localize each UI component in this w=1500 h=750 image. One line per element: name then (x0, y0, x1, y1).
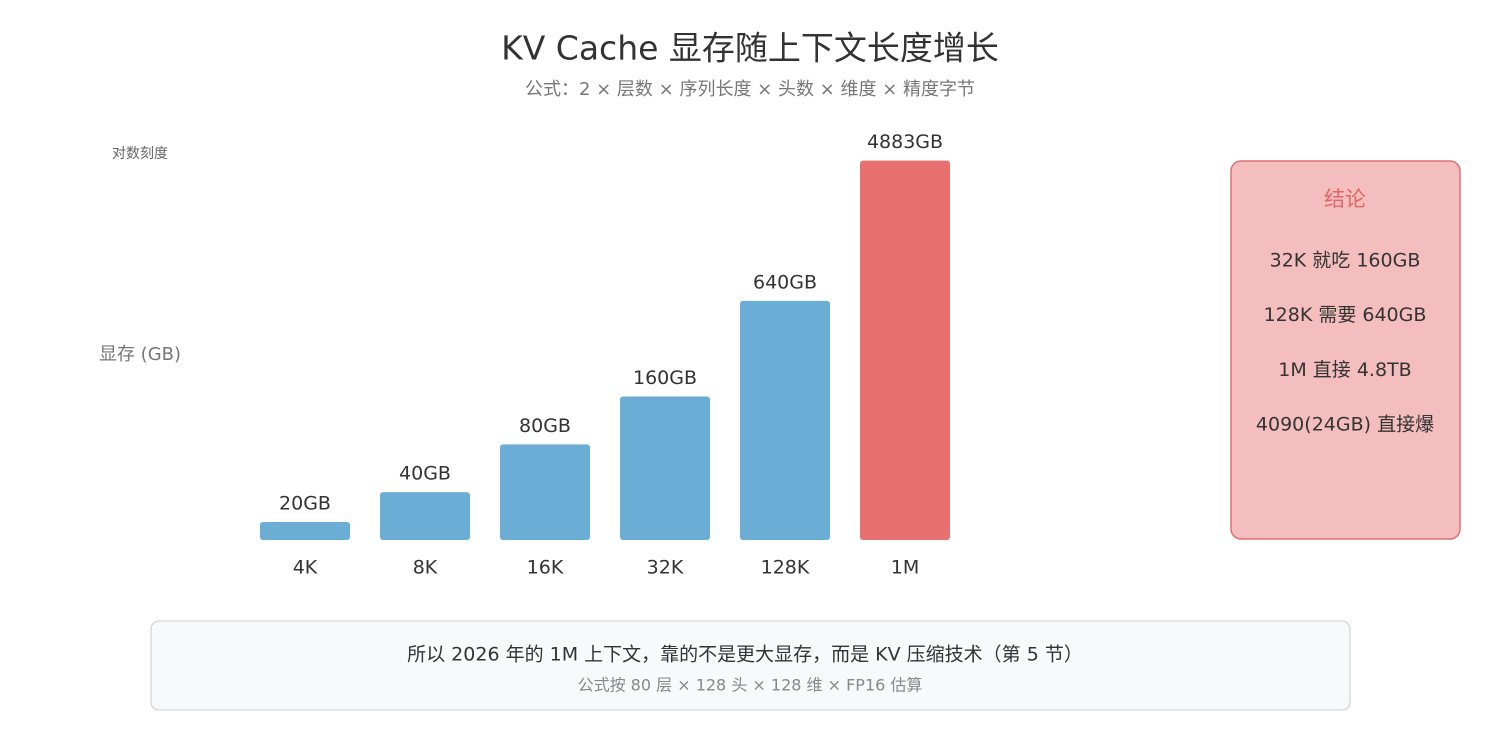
x-tick-label: 32K (647, 557, 684, 579)
panel-title: 结论 (1324, 187, 1366, 211)
chart-title: KV Cache 显存随上下文长度增长 (501, 29, 999, 68)
panel-item: 32K 就吃 160GB (1270, 250, 1421, 272)
y-axis-label: 显存 (GB) (99, 344, 181, 365)
scale-note: 对数刻度 (112, 146, 168, 162)
bar (380, 492, 470, 540)
value-label: 40GB (399, 463, 451, 485)
x-tick-label: 128K (761, 557, 810, 579)
footer-note: 公式按 80 层 × 128 头 × 128 维 × FP16 估算 (578, 676, 923, 695)
x-tick-label: 16K (527, 557, 564, 579)
x-tick-label: 1M (891, 557, 919, 579)
bar (740, 300, 830, 540)
value-label: 4883GB (867, 131, 943, 153)
value-label: 80GB (519, 415, 571, 437)
bar (260, 522, 350, 540)
x-tick-label: 8K (413, 557, 438, 579)
chart-subtitle: 公式：2 × 层数 × 序列长度 × 头数 × 维度 × 精度字节 (525, 79, 975, 100)
footer-text: 所以 2026 年的 1M 上下文，靠的不是更大显存，而是 KV 压缩技术（第 … (407, 644, 1083, 666)
panel-item: 4090(24GB) 直接爆 (1256, 414, 1434, 436)
bar (500, 444, 590, 540)
conclusion-panel (1230, 160, 1461, 540)
panel-item: 128K 需要 640GB (1264, 304, 1427, 326)
bar (620, 396, 710, 540)
bar (860, 160, 950, 540)
value-label: 640GB (753, 271, 817, 293)
panel-item: 1M 直接 4.8TB (1278, 359, 1411, 381)
footer-box (150, 620, 1351, 711)
x-tick-label: 4K (293, 557, 318, 579)
value-label: 20GB (279, 493, 331, 515)
value-label: 160GB (633, 367, 697, 389)
